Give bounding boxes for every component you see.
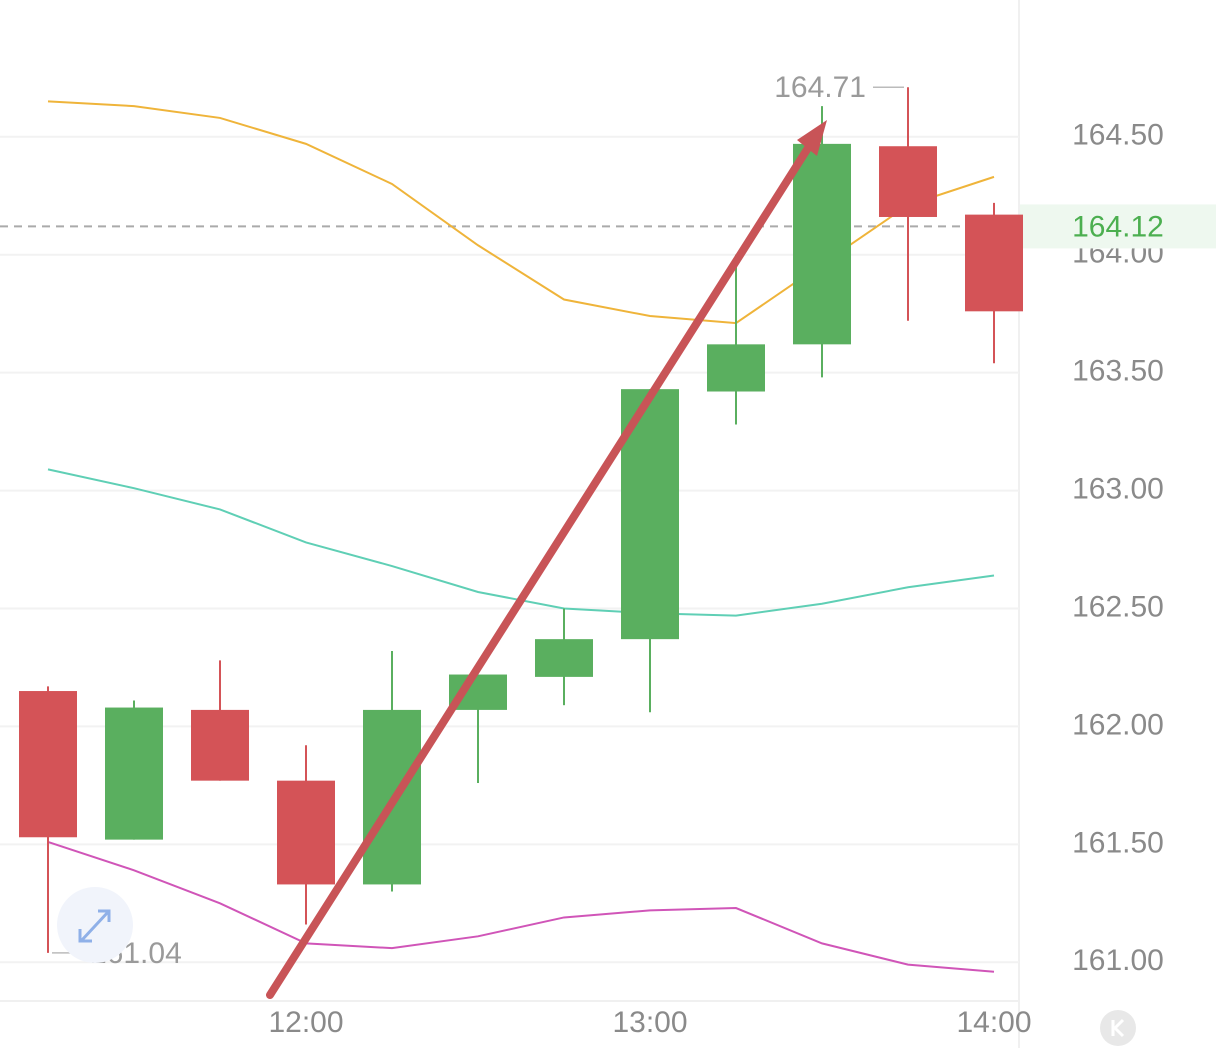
x-tick-label: 14:00	[956, 1006, 1031, 1039]
candle-body	[879, 146, 937, 217]
candle-body	[105, 707, 163, 840]
y-tick-label: 163.00	[1072, 472, 1164, 505]
x-tick-label: 12:00	[268, 1006, 343, 1039]
candle-body	[793, 143, 851, 345]
k-button[interactable]	[1100, 1010, 1136, 1046]
price-label: 164.12	[1072, 210, 1164, 243]
x-tick-label: 13:00	[612, 1006, 687, 1039]
candle-body	[191, 709, 249, 781]
candle-body	[19, 691, 77, 838]
y-tick-label: 161.50	[1072, 826, 1164, 859]
candle-body	[535, 639, 593, 677]
max-label: 164.71	[774, 71, 866, 104]
price-badge	[1020, 204, 1216, 249]
expand-icon	[78, 909, 111, 943]
candle-body	[965, 214, 1023, 312]
candle-body	[277, 780, 335, 885]
y-tick-label: 164.50	[1072, 119, 1164, 152]
y-tick-label: 163.50	[1072, 355, 1164, 388]
trend-arrow	[266, 144, 812, 999]
indicator-line	[47, 841, 995, 973]
y-tick-label: 161.00	[1072, 944, 1164, 977]
trend-arrow-head	[797, 120, 827, 156]
k-icon	[1111, 1018, 1125, 1038]
y-tick-label: 162.00	[1072, 708, 1164, 741]
y-tick-label: 162.50	[1072, 590, 1164, 623]
candle-body	[707, 344, 765, 392]
